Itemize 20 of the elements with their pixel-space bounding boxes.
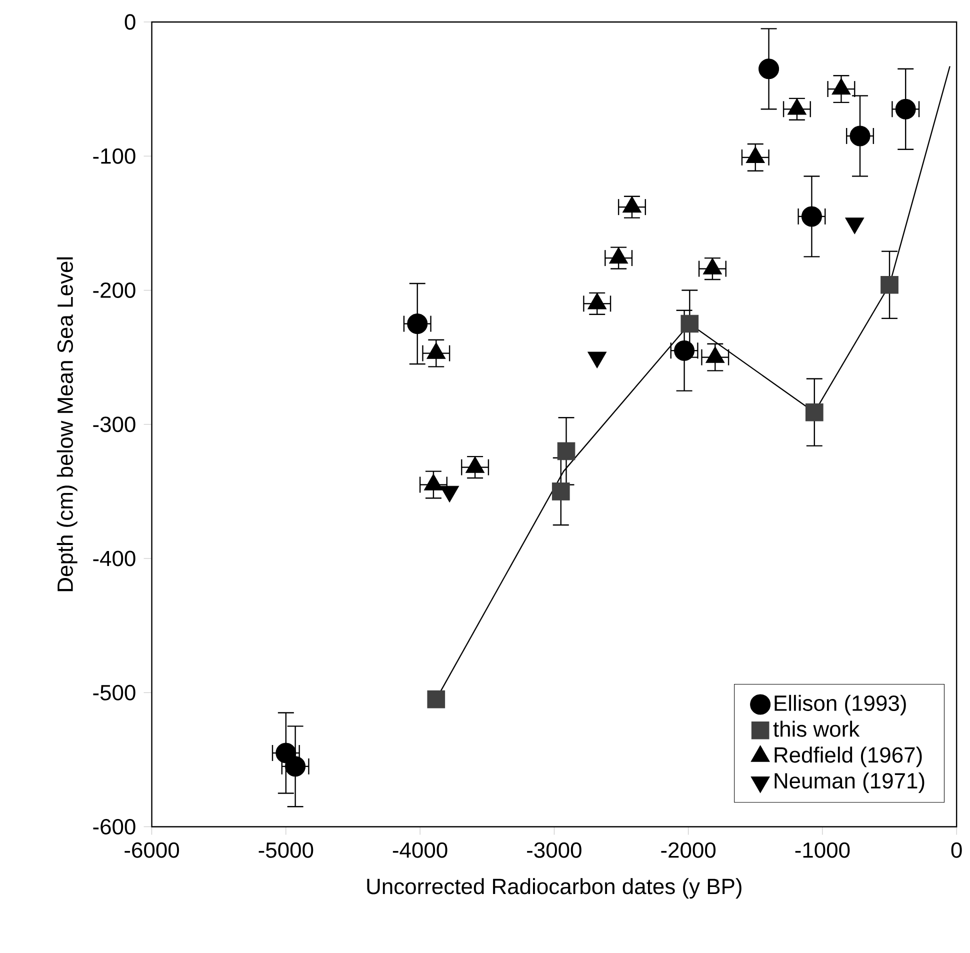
x-tick-label: -2000 (661, 842, 716, 858)
x-tick-label: 0 (951, 842, 962, 858)
y-tick-label: 0 (124, 14, 136, 30)
y-tick-label: -500 (93, 685, 136, 701)
x-tick-label: -6000 (124, 842, 179, 858)
y-axis-title: Depth (cm) below Mean Sea Level (56, 258, 78, 592)
legend-label: Redfield (1967) (774, 746, 922, 768)
x-tick-label: -1000 (795, 842, 850, 858)
x-tick-label: -5000 (258, 842, 314, 858)
legend-label: this work (773, 720, 860, 738)
x-axis-title: Uncorrected Radiocarbon dates (y BP) (367, 878, 742, 899)
x-tick-label: -3000 (527, 842, 582, 858)
y-tick-label: -100 (93, 148, 136, 164)
y-tick-label: -400 (93, 550, 136, 566)
legend-label: Ellison (1993) (774, 695, 906, 716)
x-tick-label: -4000 (392, 842, 448, 858)
y-tick-label: -300 (93, 416, 136, 432)
y-tick-label: -600 (93, 819, 136, 835)
legend-label: Neuman (1971) (774, 772, 924, 794)
y-tick-label: -200 (93, 282, 136, 298)
